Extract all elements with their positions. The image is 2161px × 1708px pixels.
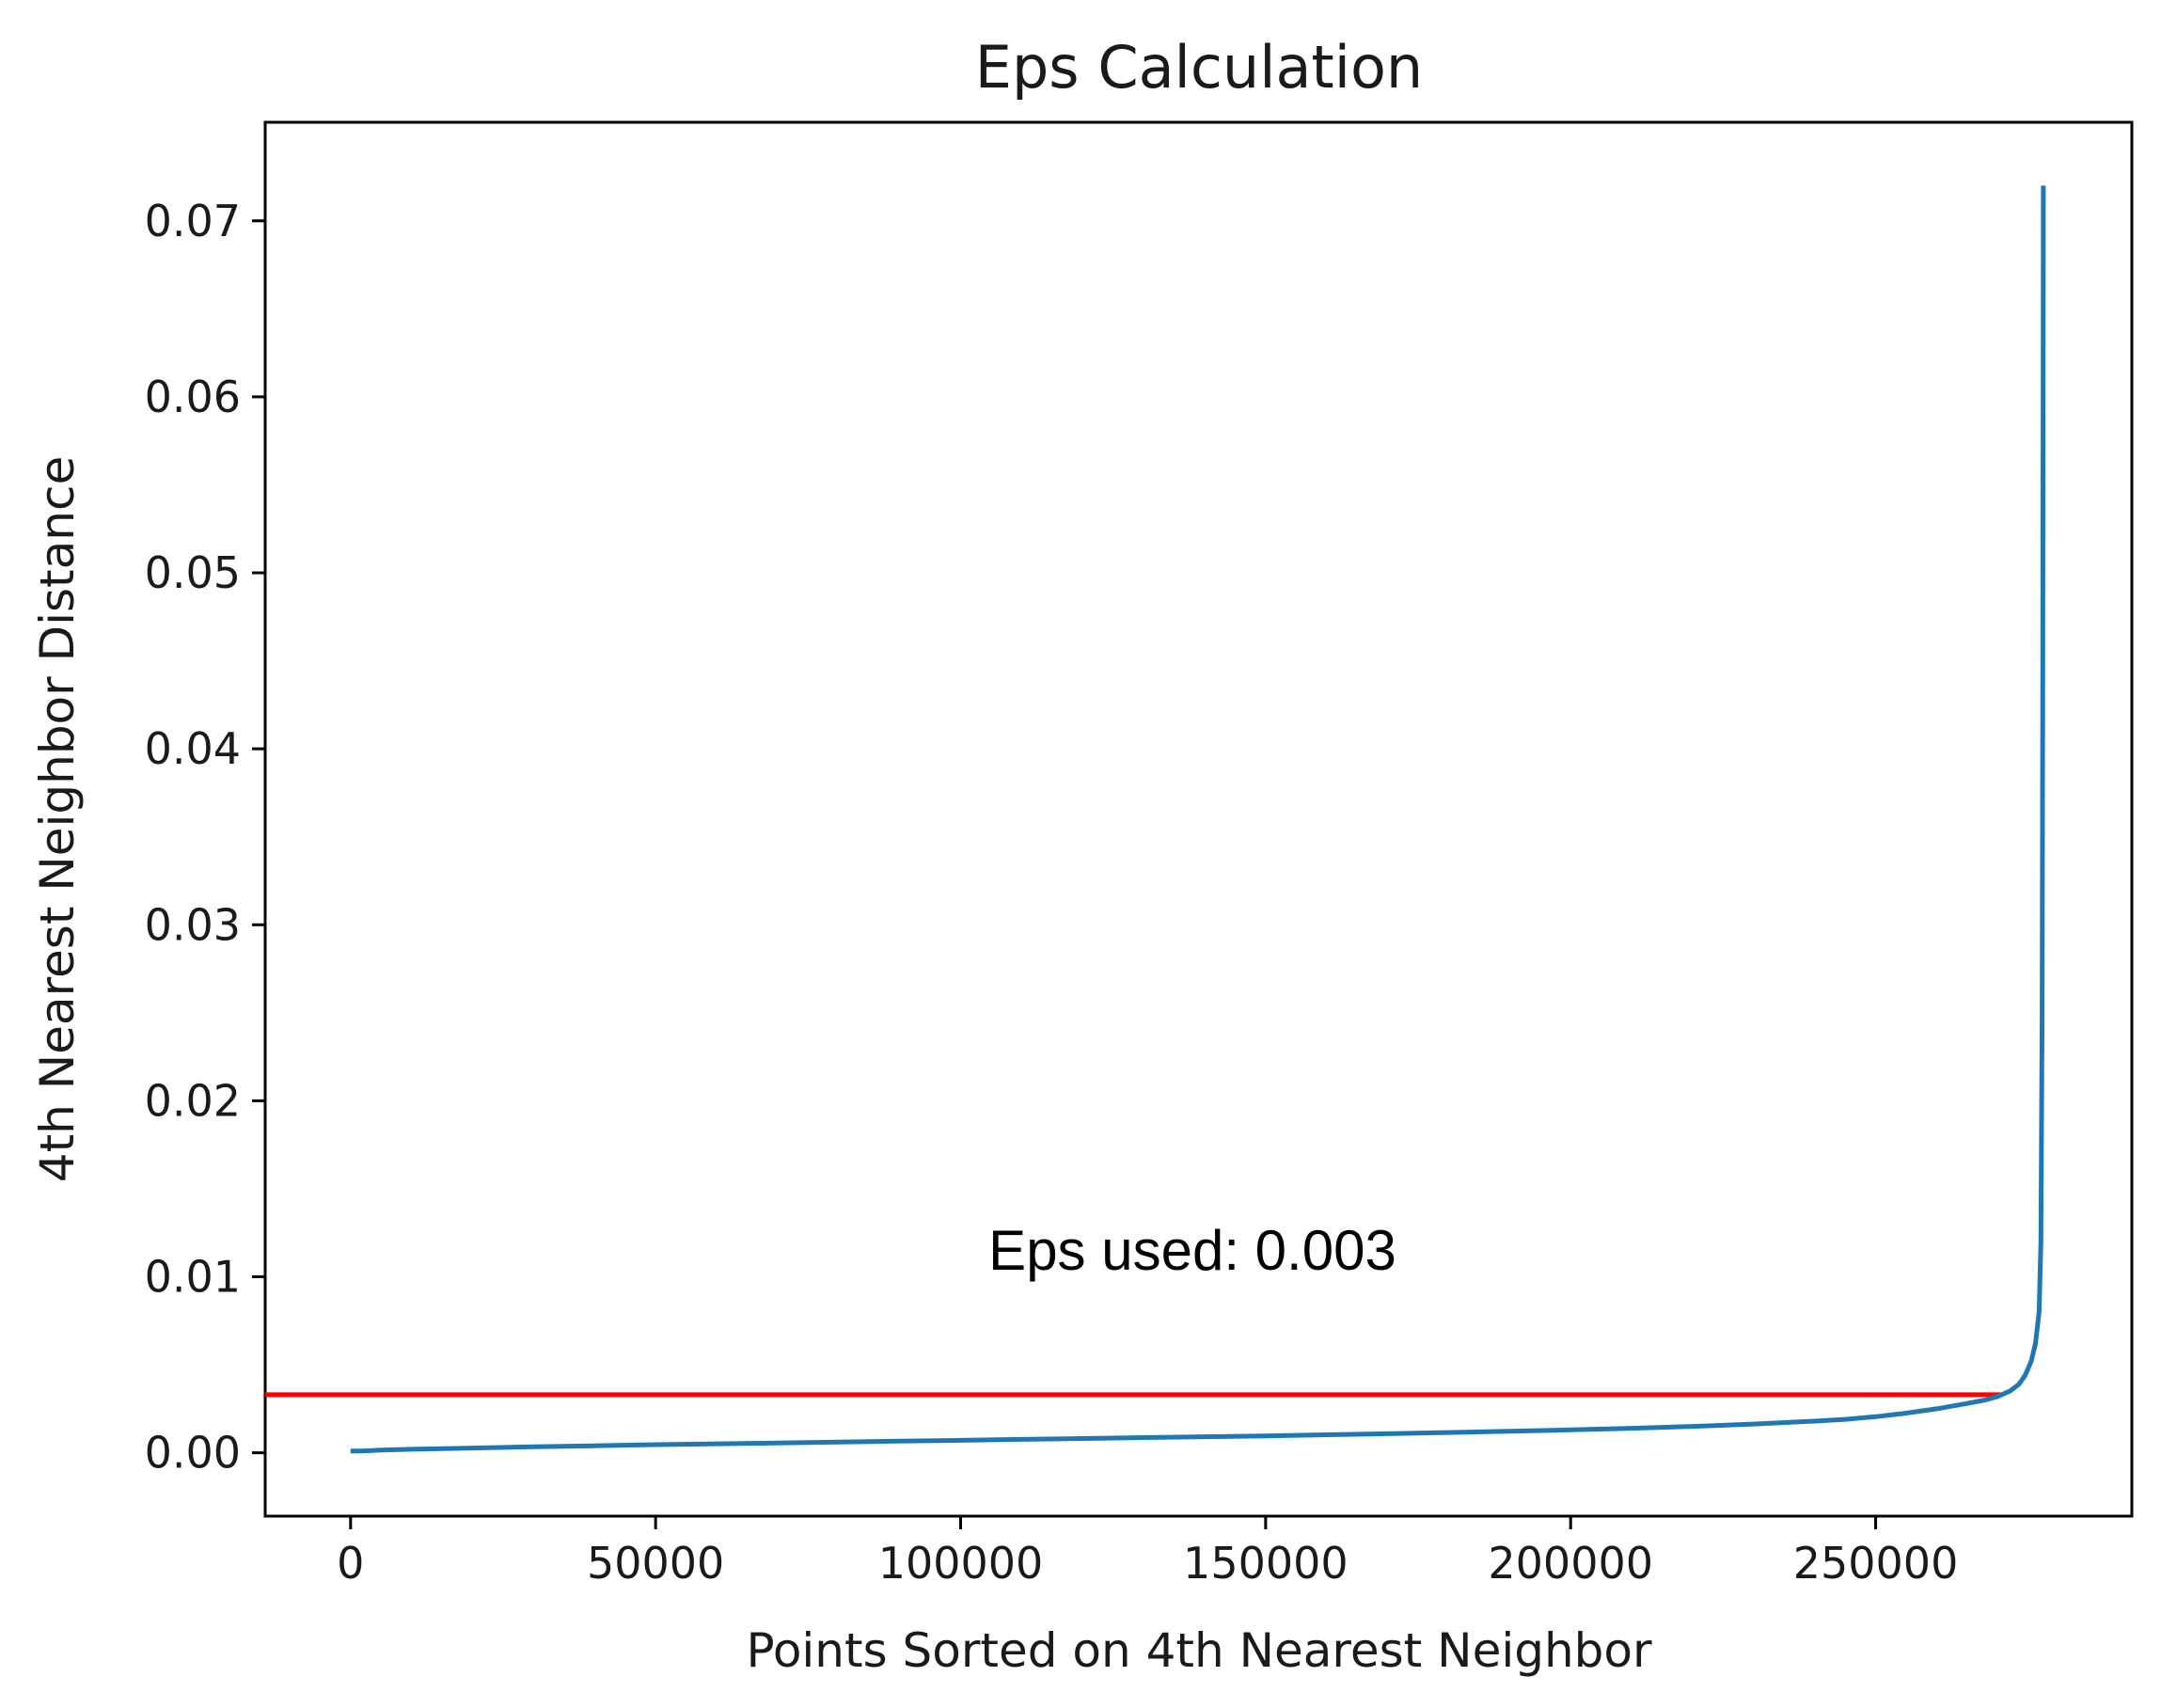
y-tick-label: 0.00 [145,1428,241,1479]
x-tick-label: 50000 [587,1538,724,1589]
x-tick-label: 250000 [1793,1538,1959,1589]
x-tick-label: 0 [337,1538,364,1589]
y-tick-label: 0.06 [145,372,241,422]
x-axis-label: Points Sorted on 4th Nearest Neighbor [746,1623,1652,1678]
y-tick-label: 0.05 [145,547,241,598]
x-axis: 0 50000 100000 150000 200000 250000 [337,1516,1958,1589]
y-tick-label: 0.07 [145,196,241,246]
plot-frame [263,120,2134,1518]
eps-annotation: Eps used: 0.003 [988,1219,1396,1282]
y-tick-label: 0.03 [145,899,241,950]
x-tick-label: 200000 [1488,1538,1653,1589]
y-tick-label: 0.04 [145,723,241,774]
series-line [350,185,2046,1454]
x-tick-label: 100000 [878,1538,1044,1589]
x-tick-label: 150000 [1183,1538,1349,1589]
y-axis-label: 4th Nearest Neighbor Distance [30,456,85,1182]
y-tick-label: 0.01 [145,1252,241,1303]
plot-area: 0 50000 100000 150000 200000 250000 0.000.010… [145,120,2134,1589]
y-tick-label: 0.02 [145,1075,241,1126]
chart-title: Eps Calculation [975,33,1423,102]
y-axis: 0.00 0.01 0.02 0.03 0.04 0.05 0.06 0.07 [145,196,265,1479]
